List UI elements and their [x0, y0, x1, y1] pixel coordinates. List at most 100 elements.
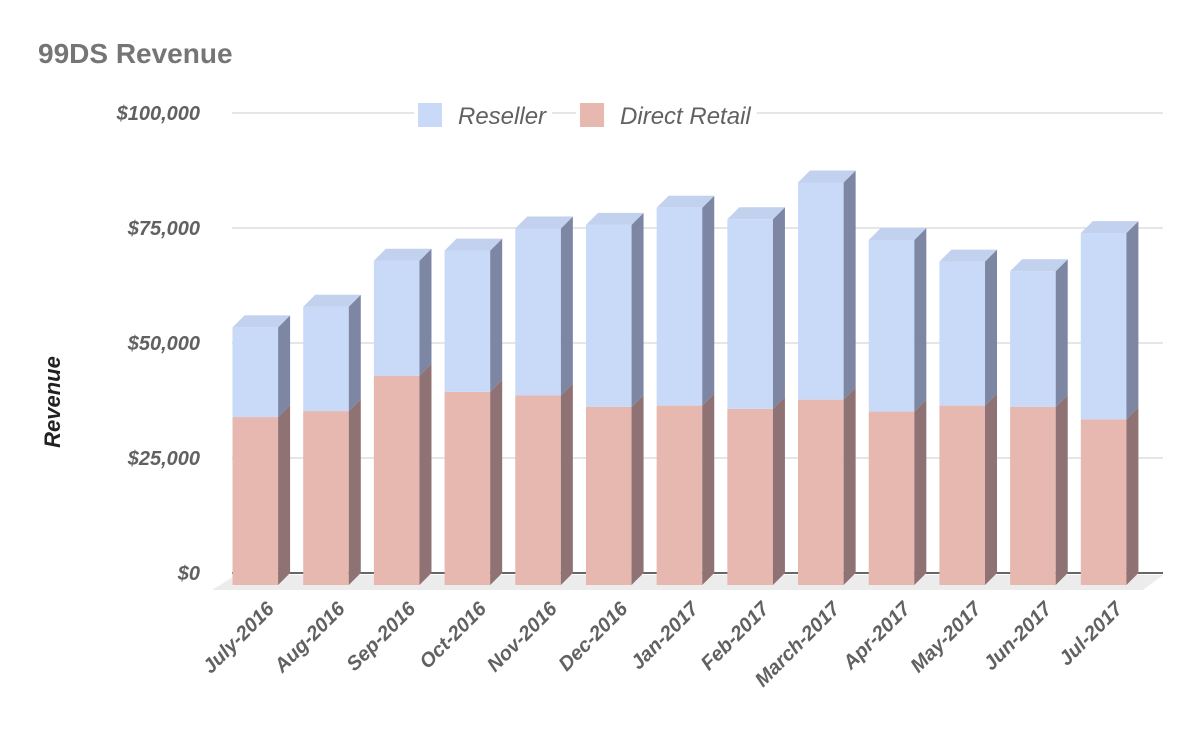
x-tick-label: Apr-2017: [838, 597, 915, 674]
bar-top: [373, 248, 432, 261]
bar-side: [1055, 394, 1068, 585]
bar-direct-retail[interactable]: [444, 391, 491, 585]
bar-stack[interactable]: [585, 212, 644, 585]
bar-reseller[interactable]: [303, 306, 349, 412]
bar-side: [914, 399, 927, 585]
bar-side: [914, 228, 927, 412]
bar-side: [985, 393, 998, 585]
bar-top: [444, 238, 503, 251]
y-axis-title: Revenue: [40, 356, 65, 448]
bar-stack[interactable]: [303, 294, 361, 585]
bar-direct-retail[interactable]: [868, 411, 915, 585]
bar-side: [843, 170, 856, 400]
bar-top: [1080, 221, 1139, 234]
bar-side: [278, 315, 291, 418]
bar-stack[interactable]: [1080, 221, 1139, 585]
bar-stack[interactable]: [373, 248, 432, 585]
bar-top: [585, 212, 644, 225]
x-axis-ticks: July-2016Aug-2016Sep-2016Oct-2016Nov-201…: [199, 597, 1128, 691]
y-tick-label: $25,000: [127, 448, 200, 470]
x-tick-label: Jun-2017: [980, 597, 1057, 674]
x-tick-label: Jan-2017: [627, 597, 704, 674]
bar-top: [939, 249, 998, 262]
bar-side: [278, 405, 291, 585]
bar-side: [560, 216, 573, 396]
bar-side: [772, 396, 785, 585]
bar-stack[interactable]: [515, 216, 573, 586]
x-tick-label: Dec-2016: [555, 597, 633, 675]
bar-side: [419, 363, 432, 585]
bar-direct-retail[interactable]: [1080, 419, 1127, 585]
bars: [232, 170, 1139, 586]
bar-side: [1126, 221, 1139, 420]
bar-stack[interactable]: [868, 228, 927, 585]
bar-side: [772, 207, 785, 409]
bar-side: [348, 399, 361, 585]
bar-top: [656, 195, 715, 208]
bar-reseller[interactable]: [656, 207, 703, 406]
bar-direct-retail[interactable]: [656, 405, 703, 585]
bar-direct-retail[interactable]: [515, 395, 561, 585]
bar-direct-retail[interactable]: [303, 411, 349, 585]
bar-side: [1055, 259, 1068, 407]
bar-reseller[interactable]: [727, 219, 773, 409]
y-tick-label: $0: [177, 563, 200, 585]
bar-reseller[interactable]: [798, 182, 844, 400]
bar-reseller[interactable]: [1010, 271, 1056, 407]
bar-reseller[interactable]: [585, 224, 632, 407]
bar-top: [868, 228, 927, 240]
bar-direct-retail[interactable]: [585, 406, 632, 585]
bar-side: [490, 379, 503, 585]
x-tick-label: May-2017: [907, 597, 987, 677]
bar-side: [702, 195, 715, 406]
y-axis-ticks: $0 $25,000 $50,000 $75,000 $100,000: [116, 103, 200, 585]
bar-side: [1126, 407, 1139, 585]
bar-direct-retail[interactable]: [1010, 406, 1056, 585]
bar-side: [490, 238, 503, 392]
chart-title: 99DS Revenue: [38, 38, 233, 69]
bar-stack[interactable]: [727, 207, 785, 585]
x-tick-label: Nov-2016: [483, 597, 562, 676]
bar-stack[interactable]: [939, 249, 998, 585]
bar-stack[interactable]: [232, 315, 291, 585]
bar-stack[interactable]: [444, 238, 503, 585]
bar-side: [985, 249, 998, 406]
legend-swatch: [418, 103, 442, 127]
legend-label[interactable]: Reseller: [458, 103, 547, 130]
bar-direct-retail[interactable]: [939, 405, 986, 585]
bar-side: [419, 248, 432, 376]
x-tick-label: Sep-2016: [343, 597, 421, 675]
bar-reseller[interactable]: [939, 261, 986, 406]
legend-label[interactable]: Direct Retail: [620, 103, 751, 130]
bar-side: [348, 294, 361, 412]
bar-direct-retail[interactable]: [798, 399, 844, 585]
bar-side: [560, 383, 573, 585]
legend-swatch: [580, 103, 605, 127]
bar-stack[interactable]: [1010, 259, 1068, 585]
bar-side: [702, 393, 715, 585]
bar-top: [798, 170, 856, 183]
bar-top: [303, 294, 361, 307]
bar-direct-retail[interactable]: [373, 375, 420, 585]
bar-side: [631, 394, 644, 585]
x-tick-label: Oct-2016: [416, 597, 492, 673]
bar-side: [843, 387, 856, 585]
bar-reseller[interactable]: [1080, 233, 1127, 420]
bar-reseller[interactable]: [444, 250, 491, 392]
bar-direct-retail[interactable]: [727, 408, 773, 585]
legend[interactable]: Reseller Direct Retail: [414, 97, 757, 133]
bar-top: [1010, 259, 1068, 272]
bar-stack[interactable]: [798, 170, 856, 586]
y-tick-label: $75,000: [127, 218, 200, 240]
bar-top: [727, 207, 785, 220]
legend-item-background: [576, 97, 757, 133]
bar-reseller[interactable]: [232, 327, 279, 418]
bar-reseller[interactable]: [515, 228, 561, 396]
bar-reseller[interactable]: [373, 260, 420, 376]
bar-direct-retail[interactable]: [232, 417, 279, 585]
bar-top: [232, 315, 291, 328]
x-tick-label: Jul-2017: [1055, 597, 1128, 670]
bar-reseller[interactable]: [868, 240, 915, 412]
bar-stack[interactable]: [656, 195, 715, 585]
